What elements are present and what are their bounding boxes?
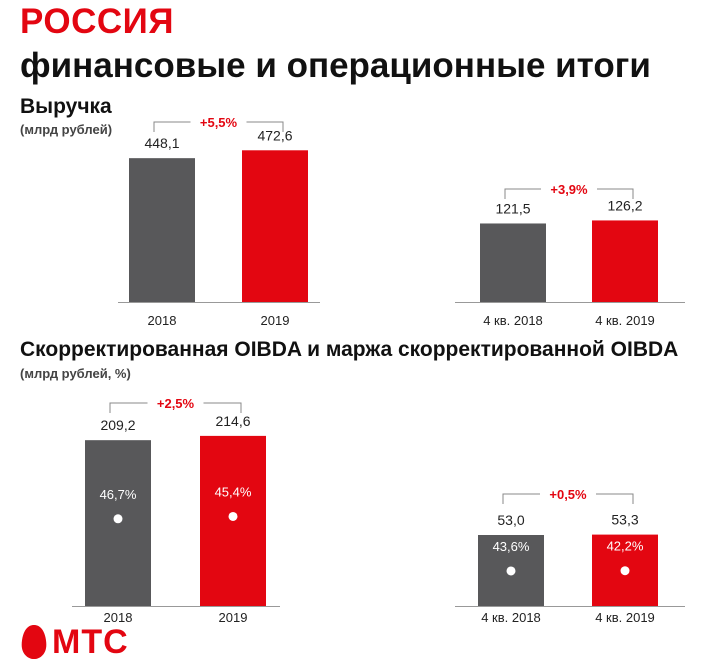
change-label-bg [190,113,247,131]
margin-label: 45,4% [215,484,252,499]
margin-label: 46,7% [100,487,137,502]
change-label-bg [541,180,597,198]
change-percent-label: +3,9% [550,182,588,197]
bar-value-label: 209,2 [100,417,135,433]
page-title: финансовые и операционные итоги [20,46,651,85]
category-label: 4 кв. 2018 [483,313,543,328]
margin-label: 42,2% [607,539,644,554]
mts-logo-text: МТС [52,623,129,661]
margin-marker [113,514,123,524]
oibda-section-title: Скорректированная OIBDA и маржа скоррект… [20,338,679,361]
mts-egg-logo-icon [21,624,47,660]
bar-2018 [129,158,195,302]
revenue-unit-label: (млрд рублей) [20,122,113,137]
bar-value-label: 121,5 [495,200,530,216]
category-label: 4 кв. 2019 [595,610,655,625]
change-percent-label: +2,5% [157,396,195,411]
category-label: 4 кв. 2018 [481,610,541,625]
margin-label: 43,6% [493,539,530,554]
margin-marker [620,566,630,576]
bar-2019 [242,150,308,302]
bar-2019 [200,435,266,606]
margin-marker [506,566,516,576]
bar-value-label: 214,6 [215,413,250,429]
change-percent-label: +0,5% [549,487,587,502]
oibda-unit-label: (млрд рублей, %) [20,366,131,381]
category-label: 2018 [148,313,177,328]
category-label: 4 кв. 2019 [595,313,655,328]
country-title: РОССИЯ [20,2,174,41]
revenue-section-title: Выручка [20,95,112,118]
margin-marker [228,511,238,521]
category-label: 2019 [219,610,248,625]
bar-value-label: 472,6 [257,127,292,143]
category-label: 2018 [104,610,133,625]
change-label-bg [540,485,596,503]
category-label: 2019 [261,313,290,328]
change-percent-label: +5,5% [200,115,238,130]
bar-4-кв.-2018 [480,223,546,302]
change-label-bg [147,394,204,412]
bar-value-label: 126,2 [607,197,642,213]
bar-value-label: 53,0 [497,512,524,528]
bar-4-кв.-2019 [592,220,658,302]
bar-value-label: 53,3 [611,512,638,528]
bar-value-label: 448,1 [144,135,179,151]
